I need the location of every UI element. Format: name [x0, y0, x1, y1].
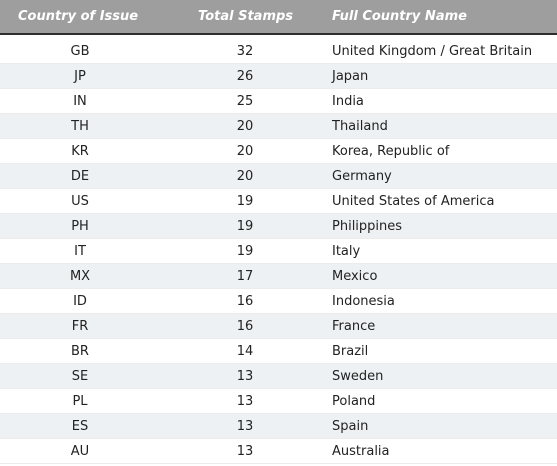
table-row: MX 17 Mexico: [0, 264, 557, 289]
table-row: GB 32 United Kingdom / Great Britain: [0, 39, 557, 64]
country-code-cell: IT: [74, 243, 86, 259]
table-row: TH 20 Thailand: [0, 114, 557, 139]
total-stamps-cell: 20: [236, 168, 254, 184]
table-row: ID 16 Indonesia: [0, 289, 557, 314]
country-name-cell: Italy: [332, 243, 361, 259]
country-code-cell: IN: [73, 93, 87, 109]
country-code-cell: GB: [70, 43, 90, 59]
total-stamps-cell: 14: [236, 343, 254, 359]
country-code-cell: MX: [69, 268, 91, 284]
country-name-cell: United States of America: [332, 193, 495, 209]
country-code-cell: PH: [71, 218, 89, 234]
table-row: IT 19 Italy: [0, 239, 557, 264]
table-body: GB 32 United Kingdom / Great Britain JP …: [0, 35, 557, 464]
country-name-cell: Poland: [332, 393, 376, 409]
total-stamps-cell: 13: [236, 443, 254, 459]
table-row: ES 13 Spain: [0, 414, 557, 439]
country-name-cell: Germany: [332, 168, 392, 184]
total-stamps-cell: 32: [236, 43, 254, 59]
country-name-cell: Mexico: [332, 268, 378, 284]
table-row: PH 19 Philippines: [0, 214, 557, 239]
country-name-cell: Australia: [332, 443, 390, 459]
country-code-cell: DE: [70, 168, 90, 184]
table-row: PL 13 Poland: [0, 389, 557, 414]
country-code-cell: AU: [70, 443, 90, 459]
country-name-cell: Korea, Republic of: [332, 143, 450, 159]
country-code-cell: FR: [71, 318, 89, 334]
total-stamps-cell: 17: [236, 268, 254, 284]
country-name-cell: France: [332, 318, 376, 334]
country-name-cell: Spain: [332, 418, 369, 434]
header-total-stamps[interactable]: Total Stamps: [198, 9, 294, 24]
total-stamps-cell: 16: [236, 293, 254, 309]
total-stamps-cell: 13: [236, 368, 254, 384]
country-name-cell: India: [332, 93, 364, 109]
country-name-cell: United Kingdom / Great Britain: [332, 43, 533, 59]
total-stamps-cell: 13: [236, 418, 254, 434]
header-full-country-name[interactable]: Full Country Name: [332, 9, 467, 24]
country-code-cell: US: [71, 193, 89, 209]
total-stamps-cell: 19: [236, 218, 254, 234]
total-stamps-cell: 26: [236, 68, 254, 84]
country-code-cell: ID: [73, 293, 87, 309]
total-stamps-cell: 19: [236, 243, 254, 259]
table-row: BR 14 Brazil: [0, 339, 557, 364]
country-name-cell: Thailand: [332, 118, 388, 134]
country-name-cell: Sweden: [332, 368, 384, 384]
table-row: JP 26 Japan: [0, 64, 557, 89]
total-stamps-cell: 25: [236, 93, 254, 109]
table-header: Country of Issue Total Stamps Full Count…: [0, 0, 557, 35]
country-code-cell: SE: [71, 368, 89, 384]
header-country-of-issue[interactable]: Country of Issue: [18, 9, 139, 24]
total-stamps-cell: 20: [236, 118, 254, 134]
country-name-cell: Philippines: [332, 218, 403, 234]
table-row: SE 13 Sweden: [0, 364, 557, 389]
country-name-cell: Brazil: [332, 343, 369, 359]
total-stamps-cell: 20: [236, 143, 254, 159]
country-code-cell: BR: [71, 343, 89, 359]
total-stamps-cell: 19: [236, 193, 254, 209]
table-row: FR 16 France: [0, 314, 557, 339]
country-code-cell: TH: [71, 118, 89, 134]
country-code-cell: ES: [71, 418, 89, 434]
table-row: US 19 United States of America: [0, 189, 557, 214]
total-stamps-cell: 16: [236, 318, 254, 334]
country-name-cell: Indonesia: [332, 293, 395, 309]
country-name-cell: Japan: [332, 68, 369, 84]
table-row: DE 20 Germany: [0, 164, 557, 189]
country-code-cell: KR: [71, 143, 89, 159]
table-row: IN 25 India: [0, 89, 557, 114]
table-row: AU 13 Australia: [0, 439, 557, 464]
country-code-cell: PL: [72, 393, 88, 409]
country-code-cell: JP: [74, 68, 86, 84]
total-stamps-cell: 13: [236, 393, 254, 409]
table-row: KR 20 Korea, Republic of: [0, 139, 557, 164]
